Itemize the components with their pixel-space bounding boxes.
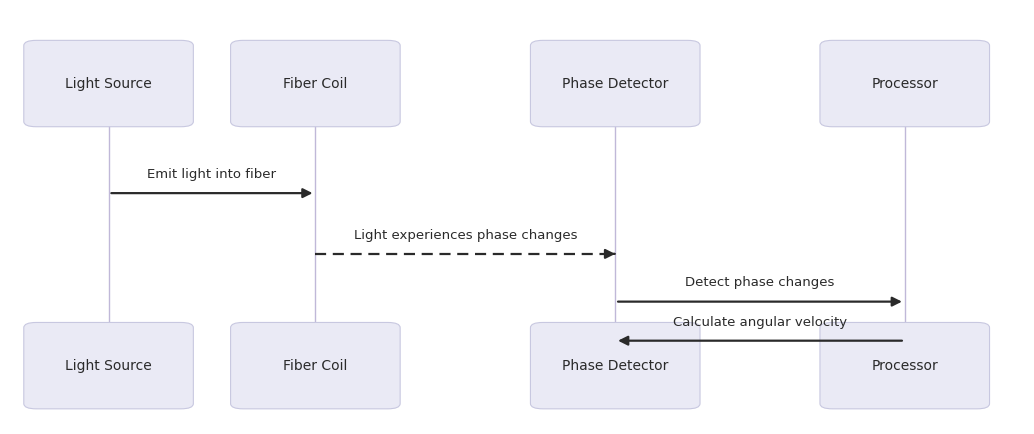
- Text: Light Source: Light Source: [65, 76, 152, 91]
- Text: Emit light into fiber: Emit light into fiber: [148, 168, 276, 181]
- FancyBboxPatch shape: [24, 40, 193, 127]
- Text: Processor: Processor: [872, 76, 938, 91]
- Text: Fiber Coil: Fiber Coil: [283, 76, 347, 91]
- FancyBboxPatch shape: [820, 322, 990, 409]
- Text: Light experiences phase changes: Light experiences phase changes: [354, 229, 577, 242]
- Text: Light Source: Light Source: [65, 358, 152, 373]
- Text: Phase Detector: Phase Detector: [562, 358, 668, 373]
- FancyBboxPatch shape: [24, 322, 193, 409]
- FancyBboxPatch shape: [231, 40, 400, 127]
- Text: Phase Detector: Phase Detector: [562, 76, 668, 91]
- FancyBboxPatch shape: [530, 40, 700, 127]
- Text: Detect phase changes: Detect phase changes: [686, 276, 834, 289]
- FancyBboxPatch shape: [231, 322, 400, 409]
- FancyBboxPatch shape: [820, 40, 990, 127]
- FancyBboxPatch shape: [530, 322, 700, 409]
- Text: Fiber Coil: Fiber Coil: [283, 358, 347, 373]
- Text: Processor: Processor: [872, 358, 938, 373]
- Text: Calculate angular velocity: Calculate angular velocity: [673, 316, 847, 329]
